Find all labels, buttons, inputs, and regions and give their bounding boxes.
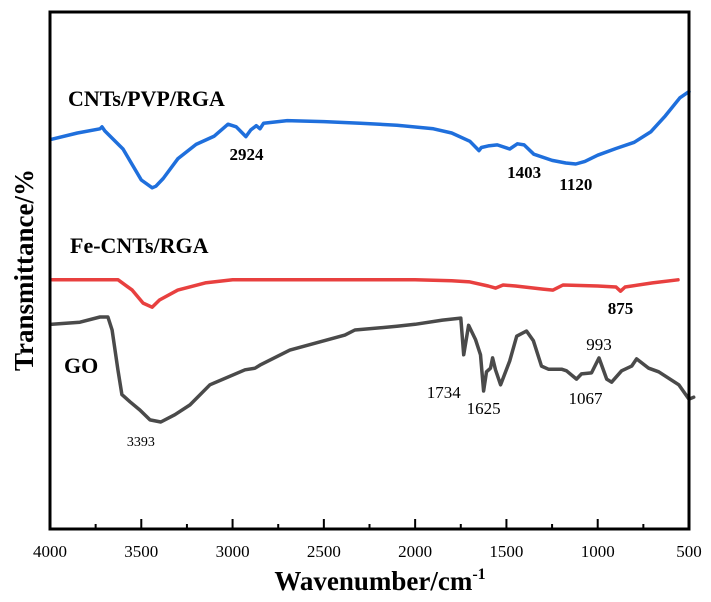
- x-axis-tick-labels: 4000 3500 3000 2500 2000 1500 1000 500: [33, 542, 702, 561]
- x-tick-label: 2000: [398, 542, 432, 561]
- x-tick-label: 3000: [216, 542, 250, 561]
- peak-label: 1067: [568, 389, 603, 408]
- peak-label: 3393: [127, 435, 155, 450]
- x-tick-label: 500: [676, 542, 702, 561]
- peak-label: 1120: [559, 175, 592, 194]
- series-line-cnts-pvp-rga: [50, 89, 691, 190]
- series-line-fe-cnts-rga: [50, 278, 680, 309]
- peak-label: 1625: [467, 399, 501, 418]
- x-axis-title-text: Wavenumber/cm: [274, 566, 472, 596]
- series-layer: [50, 89, 696, 424]
- x-tick-label: 1500: [489, 542, 523, 561]
- series-label-fe-cnts-rga: Fe-CNTs/RGA: [70, 233, 209, 258]
- x-tick-label: 1000: [581, 542, 615, 561]
- series-label-go: GO: [64, 353, 98, 378]
- x-tick-label: 4000: [33, 542, 67, 561]
- peak-label: 2924: [229, 145, 264, 164]
- series-label-cnts-pvp-rga: CNTs/PVP/RGA: [68, 86, 225, 111]
- peak-label: 1734: [427, 383, 462, 402]
- x-tick-label: 3500: [124, 542, 158, 561]
- peak-label: 875: [608, 299, 634, 318]
- series-line-go: [50, 315, 696, 424]
- x-tick-label: 2500: [307, 542, 341, 561]
- x-axis-title-superscript: -1: [472, 566, 485, 583]
- y-axis-title: Transmittance/%: [9, 169, 39, 371]
- x-axis-ticks: [49, 519, 690, 529]
- peak-annotations: 2924 1403 1120 875 3393 1734 1625 1067 993: [127, 145, 633, 450]
- x-axis-title: Wavenumber/cm-1: [274, 566, 485, 596]
- peak-label: 993: [586, 335, 612, 354]
- peak-label: 1403: [507, 163, 541, 182]
